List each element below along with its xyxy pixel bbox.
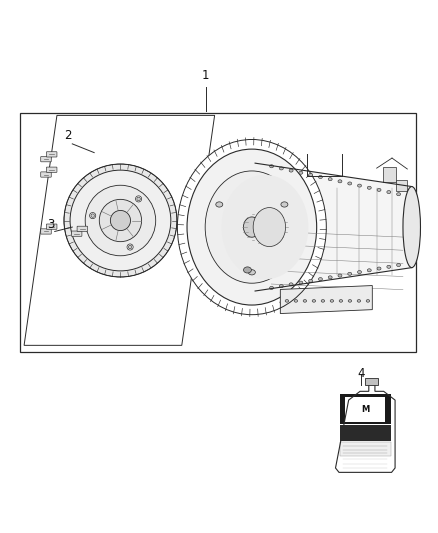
Ellipse shape: [338, 274, 342, 277]
Ellipse shape: [289, 283, 293, 286]
Ellipse shape: [377, 267, 381, 270]
Ellipse shape: [70, 170, 171, 271]
Ellipse shape: [279, 167, 283, 170]
Polygon shape: [336, 385, 395, 472]
FancyBboxPatch shape: [46, 152, 57, 157]
Ellipse shape: [309, 173, 313, 176]
Bar: [340, 442, 391, 456]
Bar: [345, 397, 385, 422]
Ellipse shape: [357, 271, 361, 273]
FancyBboxPatch shape: [71, 231, 82, 236]
Ellipse shape: [137, 197, 140, 200]
Ellipse shape: [91, 214, 95, 217]
Ellipse shape: [244, 267, 251, 273]
Ellipse shape: [321, 300, 325, 302]
Ellipse shape: [303, 300, 307, 302]
Bar: [383, 167, 396, 182]
Ellipse shape: [135, 196, 141, 202]
Ellipse shape: [187, 149, 317, 305]
FancyBboxPatch shape: [41, 157, 51, 162]
Polygon shape: [365, 378, 378, 385]
Text: 1: 1: [202, 69, 210, 83]
Ellipse shape: [281, 202, 288, 207]
Ellipse shape: [357, 184, 361, 187]
Ellipse shape: [367, 186, 371, 189]
Text: M: M: [361, 405, 369, 414]
Ellipse shape: [253, 207, 286, 247]
Ellipse shape: [299, 171, 303, 174]
Ellipse shape: [377, 188, 381, 191]
Ellipse shape: [269, 165, 273, 168]
Ellipse shape: [285, 300, 289, 302]
Ellipse shape: [309, 279, 313, 282]
Ellipse shape: [99, 199, 141, 241]
Ellipse shape: [127, 244, 133, 250]
Polygon shape: [255, 163, 412, 291]
Ellipse shape: [348, 272, 352, 276]
Ellipse shape: [128, 245, 132, 249]
Ellipse shape: [248, 270, 255, 275]
Ellipse shape: [205, 171, 299, 283]
Ellipse shape: [312, 300, 316, 302]
Bar: [396, 180, 407, 191]
FancyBboxPatch shape: [46, 224, 57, 229]
Ellipse shape: [397, 263, 401, 266]
Ellipse shape: [348, 182, 352, 185]
FancyBboxPatch shape: [46, 167, 57, 172]
Text: 3: 3: [47, 219, 54, 231]
Ellipse shape: [279, 285, 283, 288]
Ellipse shape: [85, 185, 156, 256]
Ellipse shape: [348, 300, 352, 302]
Ellipse shape: [328, 177, 332, 181]
Ellipse shape: [289, 169, 293, 172]
Ellipse shape: [90, 213, 96, 219]
Text: 2: 2: [64, 128, 72, 142]
Ellipse shape: [244, 217, 260, 237]
Ellipse shape: [110, 211, 131, 231]
Ellipse shape: [397, 192, 401, 196]
Ellipse shape: [330, 300, 334, 302]
FancyBboxPatch shape: [41, 229, 51, 234]
Ellipse shape: [222, 175, 308, 279]
Ellipse shape: [299, 281, 303, 284]
Bar: [20, 113, 416, 352]
Ellipse shape: [269, 286, 273, 289]
Ellipse shape: [318, 278, 322, 281]
Ellipse shape: [387, 190, 391, 193]
Bar: [340, 394, 391, 424]
Ellipse shape: [366, 300, 370, 302]
Ellipse shape: [177, 140, 326, 314]
Ellipse shape: [70, 170, 171, 271]
Ellipse shape: [403, 187, 420, 268]
Ellipse shape: [338, 180, 342, 183]
Ellipse shape: [387, 265, 391, 268]
Polygon shape: [280, 286, 372, 313]
FancyBboxPatch shape: [41, 172, 51, 177]
Ellipse shape: [227, 197, 276, 257]
Bar: [340, 425, 391, 441]
Ellipse shape: [294, 300, 298, 302]
Ellipse shape: [105, 179, 120, 262]
Ellipse shape: [339, 300, 343, 302]
Ellipse shape: [328, 276, 332, 279]
Ellipse shape: [367, 269, 371, 272]
FancyBboxPatch shape: [77, 226, 88, 231]
Ellipse shape: [357, 300, 360, 302]
Ellipse shape: [64, 164, 177, 277]
Ellipse shape: [318, 175, 322, 179]
Ellipse shape: [216, 202, 223, 207]
Polygon shape: [24, 115, 215, 345]
Text: 4: 4: [357, 367, 365, 381]
